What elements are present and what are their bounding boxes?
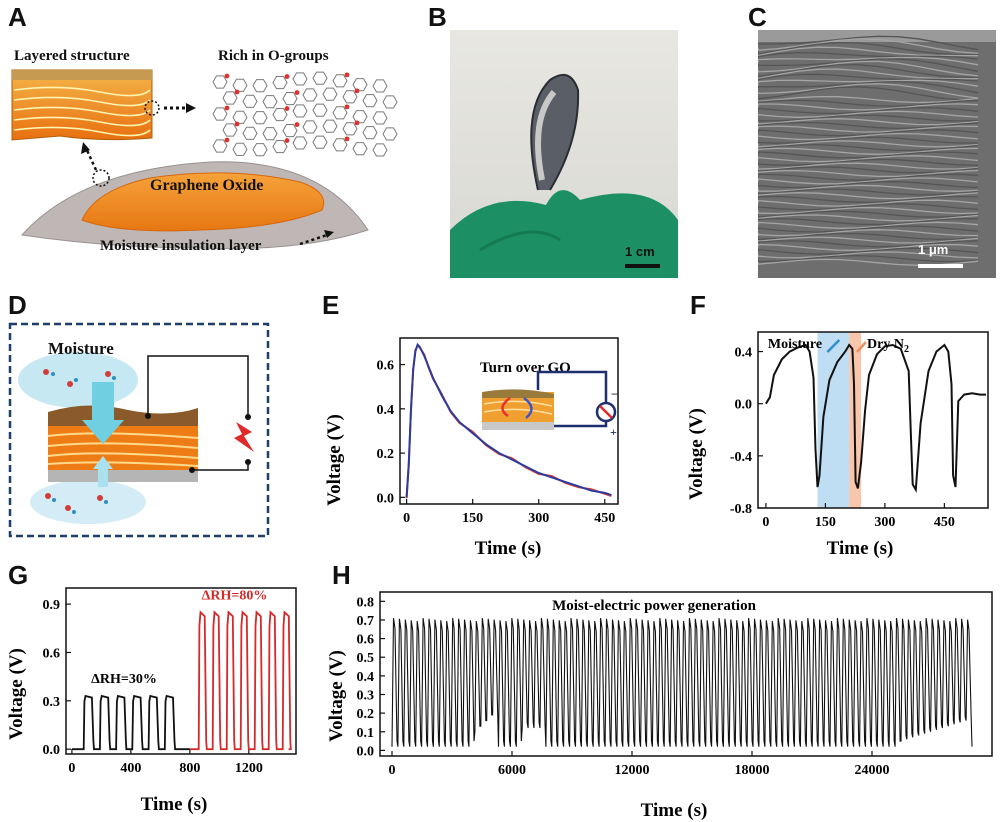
chart-h-xlabel: Time (s): [641, 800, 708, 820]
chart-f-voltage-line: [765, 343, 986, 493]
chart-g-series-2: [189, 610, 292, 751]
chart-g-xlabel: Time (s): [141, 794, 208, 814]
chart-h-ytick-label: 0.5: [357, 651, 375, 666]
chart-g-xtick-label: 0: [68, 761, 75, 776]
chart-h-ylabel: Voltage (V): [326, 650, 347, 742]
panel-letter-b: B: [428, 2, 447, 32]
panel-c-sem: 1 μm: [758, 30, 996, 278]
chart-f-ytick-label: -0.4: [730, 450, 752, 465]
chart-e-ytick-label: 0.4: [377, 403, 395, 418]
chart-g-xtick-label: 1200: [235, 761, 263, 776]
panel-letter-c: C: [748, 2, 767, 32]
chart-h-xtick-label: 18000: [735, 763, 770, 778]
panel-a-illustration: Graphene Oxide Moisture insulation layer…: [11, 48, 398, 254]
panel-b-photo: 1 cm: [450, 30, 678, 278]
panel-letter-a: A: [8, 2, 27, 32]
insulation-label: Moisture insulation layer: [100, 238, 262, 254]
panel-letter-d: D: [8, 290, 27, 320]
chart-g-xtick-label: 800: [179, 761, 200, 776]
chart-h-frame: [379, 591, 993, 757]
chart-f-band-label-dry: Dry N2: [867, 337, 909, 355]
chart-e-xtick-label: 450: [594, 511, 615, 526]
chart-f-arrow-dry: [856, 341, 867, 353]
chart-e-ytick-label: 0.2: [377, 447, 395, 462]
chart-e-voltage-line: [405, 342, 612, 498]
panel-letter-e: E: [322, 290, 340, 320]
chart-f-frame: [757, 331, 989, 509]
chart-h-xtick-label: 12000: [615, 763, 650, 778]
chart-f-xtick-label: 450: [934, 515, 955, 530]
chart-e-frame: [399, 337, 619, 505]
chart-g-xtick-label: 400: [120, 761, 141, 776]
chart-h-ytick-label: 0.6: [357, 633, 375, 648]
chart-g-ytick-label: 0.0: [43, 743, 61, 758]
chart-g-annotation-80: ΔRH=80%: [202, 588, 268, 603]
chart-g-frame: [65, 587, 297, 755]
panel-d-illustration: Moisture: [8, 322, 270, 538]
lightning-icon: [234, 422, 254, 452]
layered-label: Layered structure: [14, 48, 130, 64]
chart-g-ytick-label: 0.3: [43, 695, 61, 710]
scale-bar-c-label: 1 μm: [918, 242, 949, 257]
chart-h: Voltage (V) Time (s) Moist-electric powe…: [326, 591, 993, 820]
chart-h-xtick-label: 6000: [498, 763, 526, 778]
chart-h-ytick-label: 0.1: [357, 726, 375, 741]
chart-g-ytick-label: 0.9: [43, 598, 61, 613]
graphene-oxide-film: [81, 172, 325, 232]
chart-f-band-label-moisture: Moisture: [768, 337, 822, 352]
rich-label: Rich in O-groups: [218, 48, 329, 64]
chart-e-ytick-label: 0.6: [377, 359, 395, 374]
chart-f-ylabel: Voltage (V): [686, 408, 707, 500]
chart-e: Voltage (V) Time (s) Turn over GO 0 150 30…: [324, 337, 619, 559]
chart-g: Voltage (V) Time (s) 0 400 800 1200 0.0 0.3 0.…: [6, 587, 297, 814]
chart-f-arrow-moisture: [826, 339, 841, 353]
chart-h-title: Moist-electric power generation: [552, 598, 756, 614]
chart-f: Voltage (V) Time (s) 0 150 300 450 -0.8 -0.4 0…: [686, 331, 989, 559]
chart-h-ytick-label: 0.3: [357, 689, 375, 704]
chart-f-ytick-label: 0.4: [735, 346, 753, 361]
chart-h-xtick-label: 0: [389, 763, 396, 778]
panel-letter-f: F: [690, 290, 706, 320]
chart-h-ytick-label: 0.7: [357, 614, 375, 629]
chart-h-ytick-label: 0.0: [357, 744, 375, 759]
chart-e-xtick-label: 0: [403, 511, 410, 526]
chart-e-xtick-label: 300: [528, 511, 549, 526]
svg-text:+: +: [610, 425, 617, 439]
scale-bar-b-label: 1 cm: [625, 244, 655, 259]
chart-f-xlabel: Time (s): [827, 538, 894, 559]
chart-e-xlabel: Time (s): [475, 538, 542, 559]
chart-e-annotation: Turn over GO: [480, 360, 571, 376]
chart-h-xtick-label: 24000: [855, 763, 890, 778]
panel-letter-h: H: [332, 560, 351, 590]
chart-f-ytick-label: 0.0: [735, 398, 753, 413]
chart-h-ytick-label: 0.4: [357, 670, 375, 685]
chart-f-xtick-label: 0: [762, 515, 769, 530]
moisture-label: Moisture: [48, 339, 114, 358]
chart-g-annotation-30: ΔRH=30%: [91, 672, 157, 687]
chart-e-ylabel: Voltage (V): [324, 414, 345, 506]
chart-g-series-1: [71, 694, 190, 751]
chart-g-ytick-label: 0.6: [43, 646, 61, 661]
chart-h-ytick-label: 0.2: [357, 707, 375, 722]
chart-f-ytick-label: -0.8: [730, 502, 752, 517]
chart-h-voltage-line: [391, 618, 973, 747]
chart-g-ylabel: Voltage (V): [6, 648, 27, 740]
panel-letter-g: G: [8, 560, 29, 590]
svg-text:−: −: [611, 387, 618, 401]
chart-f-xtick-label: 150: [815, 515, 836, 530]
go-label: Graphene Oxide: [150, 177, 263, 194]
chart-f-xtick-label: 300: [874, 515, 895, 530]
chart-h-ytick-label: 0.8: [357, 595, 375, 610]
go-lattice: [212, 71, 398, 157]
chart-e-inset: − +: [482, 370, 618, 439]
chart-e-xtick-label: 150: [462, 511, 483, 526]
chart-e-ytick-label: 0.0: [377, 491, 395, 506]
